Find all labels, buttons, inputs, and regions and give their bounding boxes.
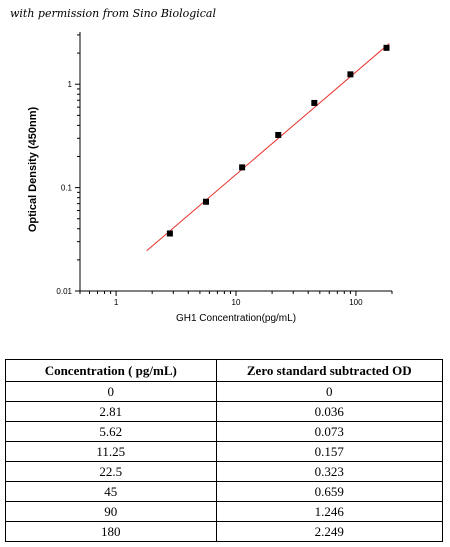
cell-concentration: 180 (5, 521, 217, 542)
data-point (202, 198, 209, 205)
standard-data-table: Concentration ( pg/mL) Zero standard sub… (5, 359, 444, 542)
cell-concentration: 5.62 (5, 421, 217, 442)
x-tick-label: 10 (232, 298, 241, 307)
cell-od: 0.659 (215, 481, 444, 502)
cell-od: 1.246 (215, 501, 444, 522)
header-od: Zero standard subtracted OD (215, 359, 444, 382)
x-axis-label: GH1 Concentration(pg/mL) (176, 313, 296, 324)
table-row: 180 2.249 (5, 521, 444, 542)
y-axis-label: Optical Density (450nm) (27, 107, 39, 233)
cell-od: 0.073 (215, 421, 444, 442)
y-tick-label: 0.01 (56, 287, 72, 296)
data-point (383, 44, 390, 51)
table-row: 11.25 0.157 (5, 441, 444, 462)
cell-od: 0.036 (215, 401, 444, 422)
cell-od: 0 (215, 381, 444, 402)
table-row: 90 1.246 (5, 501, 444, 522)
cell-od: 0.157 (215, 441, 444, 462)
x-tick-label: 100 (349, 298, 363, 307)
fit-line-group (146, 43, 390, 252)
header-concentration: Concentration ( pg/mL) (5, 359, 217, 382)
cell-od: 2.249 (215, 521, 444, 542)
table-header-row: Concentration ( pg/mL) Zero standard sub… (5, 359, 444, 382)
y-tick-label: 1 (68, 80, 73, 89)
table-row: 5.62 0.073 (5, 421, 444, 442)
table-row: 45 0.659 (5, 481, 444, 502)
data-point (166, 230, 173, 237)
x-tick-label: 1 (114, 298, 119, 307)
y-tick-label: 0.1 (61, 184, 73, 193)
data-point (239, 164, 246, 171)
cell-concentration: 11.25 (5, 441, 217, 462)
table-row: 22.5 0.323 (5, 461, 444, 482)
chart-axes: 1 10 100 0.01 0.1 1 (56, 32, 393, 307)
cell-concentration: 45 (5, 481, 217, 502)
cell-concentration: 0 (5, 381, 217, 402)
cell-concentration: 22.5 (5, 461, 217, 482)
fit-line (146, 43, 390, 252)
cell-concentration: 2.81 (5, 401, 217, 422)
cell-concentration: 90 (5, 501, 217, 522)
data-point (347, 71, 354, 78)
cell-od: 0.323 (215, 461, 444, 482)
watermark-text: with permission from Sino Biological (10, 7, 217, 20)
data-points (166, 44, 390, 237)
table-row: 2.81 0.036 (5, 401, 444, 422)
data-point (275, 131, 282, 138)
data-point (311, 99, 318, 106)
